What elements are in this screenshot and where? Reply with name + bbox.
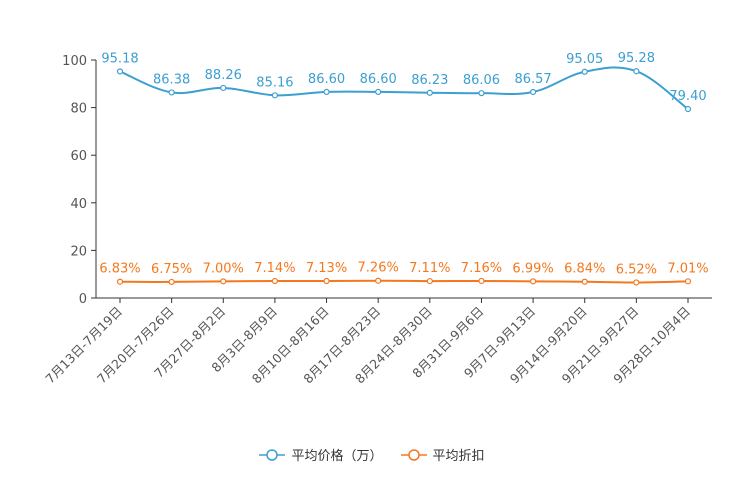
data-point-avg-price[interactable] — [529, 88, 537, 96]
data-label-avg-discount: 7.00% — [203, 261, 244, 276]
data-label-avg-price: 86.38 — [153, 72, 190, 87]
data-label-avg-price: 86.60 — [308, 72, 345, 87]
data-point-avg-discount[interactable] — [633, 279, 640, 286]
data-label-avg-price: 86.06 — [463, 73, 500, 88]
data-label-avg-discount: 7.14% — [254, 261, 295, 276]
y-tick-label: 100 — [62, 54, 87, 69]
legend-item-avg-discount[interactable]: 平均折扣 — [400, 445, 485, 464]
data-point-avg-price[interactable] — [271, 92, 279, 99]
data-point-avg-discount[interactable] — [684, 278, 692, 285]
data-point-avg-discount[interactable] — [426, 277, 433, 285]
chart-legend: 平均价格（万） 平均折扣 — [0, 445, 744, 464]
data-point-avg-price[interactable] — [478, 90, 485, 97]
legend-label-avg-discount: 平均折扣 — [432, 449, 485, 464]
data-point-avg-discount[interactable] — [116, 278, 124, 285]
data-label-avg-discount: 7.01% — [667, 261, 708, 276]
data-label-avg-price: 85.16 — [256, 75, 293, 90]
data-point-avg-price[interactable] — [684, 105, 692, 113]
data-point-avg-price[interactable] — [633, 68, 640, 75]
y-tick-label: 60 — [70, 149, 87, 164]
data-label-avg-discount: 7.13% — [306, 261, 347, 276]
data-label-avg-discount: 7.16% — [461, 261, 502, 276]
data-point-avg-price[interactable] — [323, 88, 330, 95]
data-point-avg-discount[interactable] — [375, 277, 382, 284]
series-line-avg-price — [119, 66, 689, 110]
y-tick-label: 80 — [70, 102, 87, 117]
y-tick-label: 40 — [70, 197, 87, 212]
series-group — [116, 66, 692, 286]
legend-label-avg-price: 平均价格（万） — [291, 449, 383, 464]
data-label-avg-price: 86.60 — [360, 72, 397, 87]
data-point-avg-discount[interactable] — [220, 278, 227, 285]
data-label-avg-discount: 7.26% — [358, 261, 399, 276]
data-label-avg-price: 88.26 — [205, 68, 242, 83]
data-point-avg-price[interactable] — [581, 68, 588, 75]
data-label-avg-discount: 6.83% — [99, 262, 140, 277]
data-label-avg-discount: 7.11% — [409, 261, 450, 276]
y-tick-label: 0 — [79, 292, 87, 307]
data-label-avg-price: 86.57 — [514, 72, 551, 87]
data-point-avg-price[interactable] — [375, 88, 382, 95]
legend-item-avg-price[interactable]: 平均价格（万） — [259, 445, 383, 464]
data-point-avg-price[interactable] — [426, 89, 433, 96]
y-tick-label: 20 — [70, 244, 87, 259]
data-point-avg-price[interactable] — [220, 84, 227, 92]
series-line-avg-discount — [119, 279, 689, 284]
data-label-avg-price: 95.05 — [566, 52, 603, 67]
data-point-avg-discount[interactable] — [168, 278, 175, 286]
data-point-avg-discount[interactable] — [529, 278, 537, 285]
data-point-avg-discount[interactable] — [478, 277, 485, 285]
data-point-avg-discount[interactable] — [581, 278, 588, 285]
data-labels: 95.18 86.38 88.26 85.16 86.60 86.60 86.23 86.06… — [99, 51, 708, 277]
data-label-avg-discount: 6.84% — [564, 262, 605, 277]
legend-line-circle-icon — [259, 448, 286, 461]
data-point-avg-price[interactable] — [168, 89, 175, 96]
data-label-avg-price: 95.28 — [618, 51, 655, 66]
data-label-avg-price: 86.23 — [411, 73, 448, 88]
data-label-avg-discount: 6.75% — [151, 262, 192, 277]
data-label-avg-price: 95.18 — [101, 51, 138, 66]
data-label-avg-price: 79.40 — [669, 89, 706, 104]
data-label-avg-discount: 6.52% — [616, 262, 657, 277]
axes: 0204060801007月13日-7月19日7月20日-7月26日7月27日-… — [42, 54, 712, 386]
data-point-avg-discount[interactable] — [323, 277, 330, 285]
data-point-avg-discount[interactable] — [271, 277, 279, 285]
data-point-avg-price[interactable] — [116, 68, 124, 75]
data-label-avg-discount: 6.99% — [512, 261, 553, 276]
legend-line-circle-icon — [400, 448, 427, 461]
